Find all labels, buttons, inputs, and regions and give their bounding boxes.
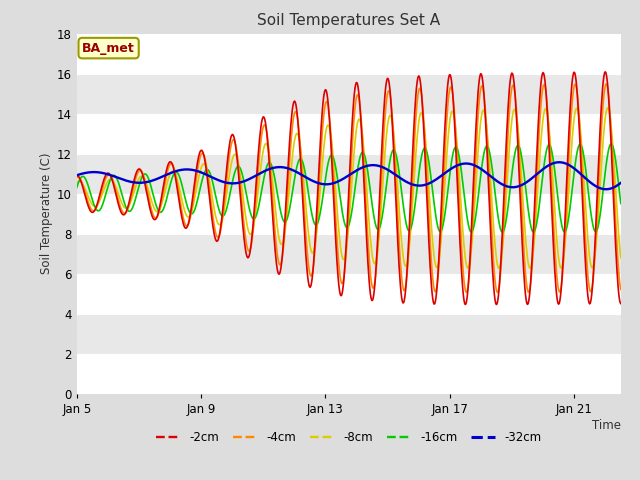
Bar xyxy=(77,114,621,154)
Bar xyxy=(77,313,621,354)
Text: Time: Time xyxy=(592,419,621,432)
Bar xyxy=(77,354,621,394)
Title: Soil Temperatures Set A: Soil Temperatures Set A xyxy=(257,13,440,28)
Y-axis label: Soil Temperature (C): Soil Temperature (C) xyxy=(40,153,52,275)
Bar xyxy=(77,154,621,193)
Bar xyxy=(77,193,621,234)
Legend: -2cm, -4cm, -8cm, -16cm, -32cm: -2cm, -4cm, -8cm, -16cm, -32cm xyxy=(151,426,547,449)
Bar xyxy=(77,34,621,73)
Bar xyxy=(77,274,621,313)
Bar xyxy=(77,234,621,274)
Text: BA_met: BA_met xyxy=(82,42,135,55)
Bar xyxy=(77,73,621,114)
